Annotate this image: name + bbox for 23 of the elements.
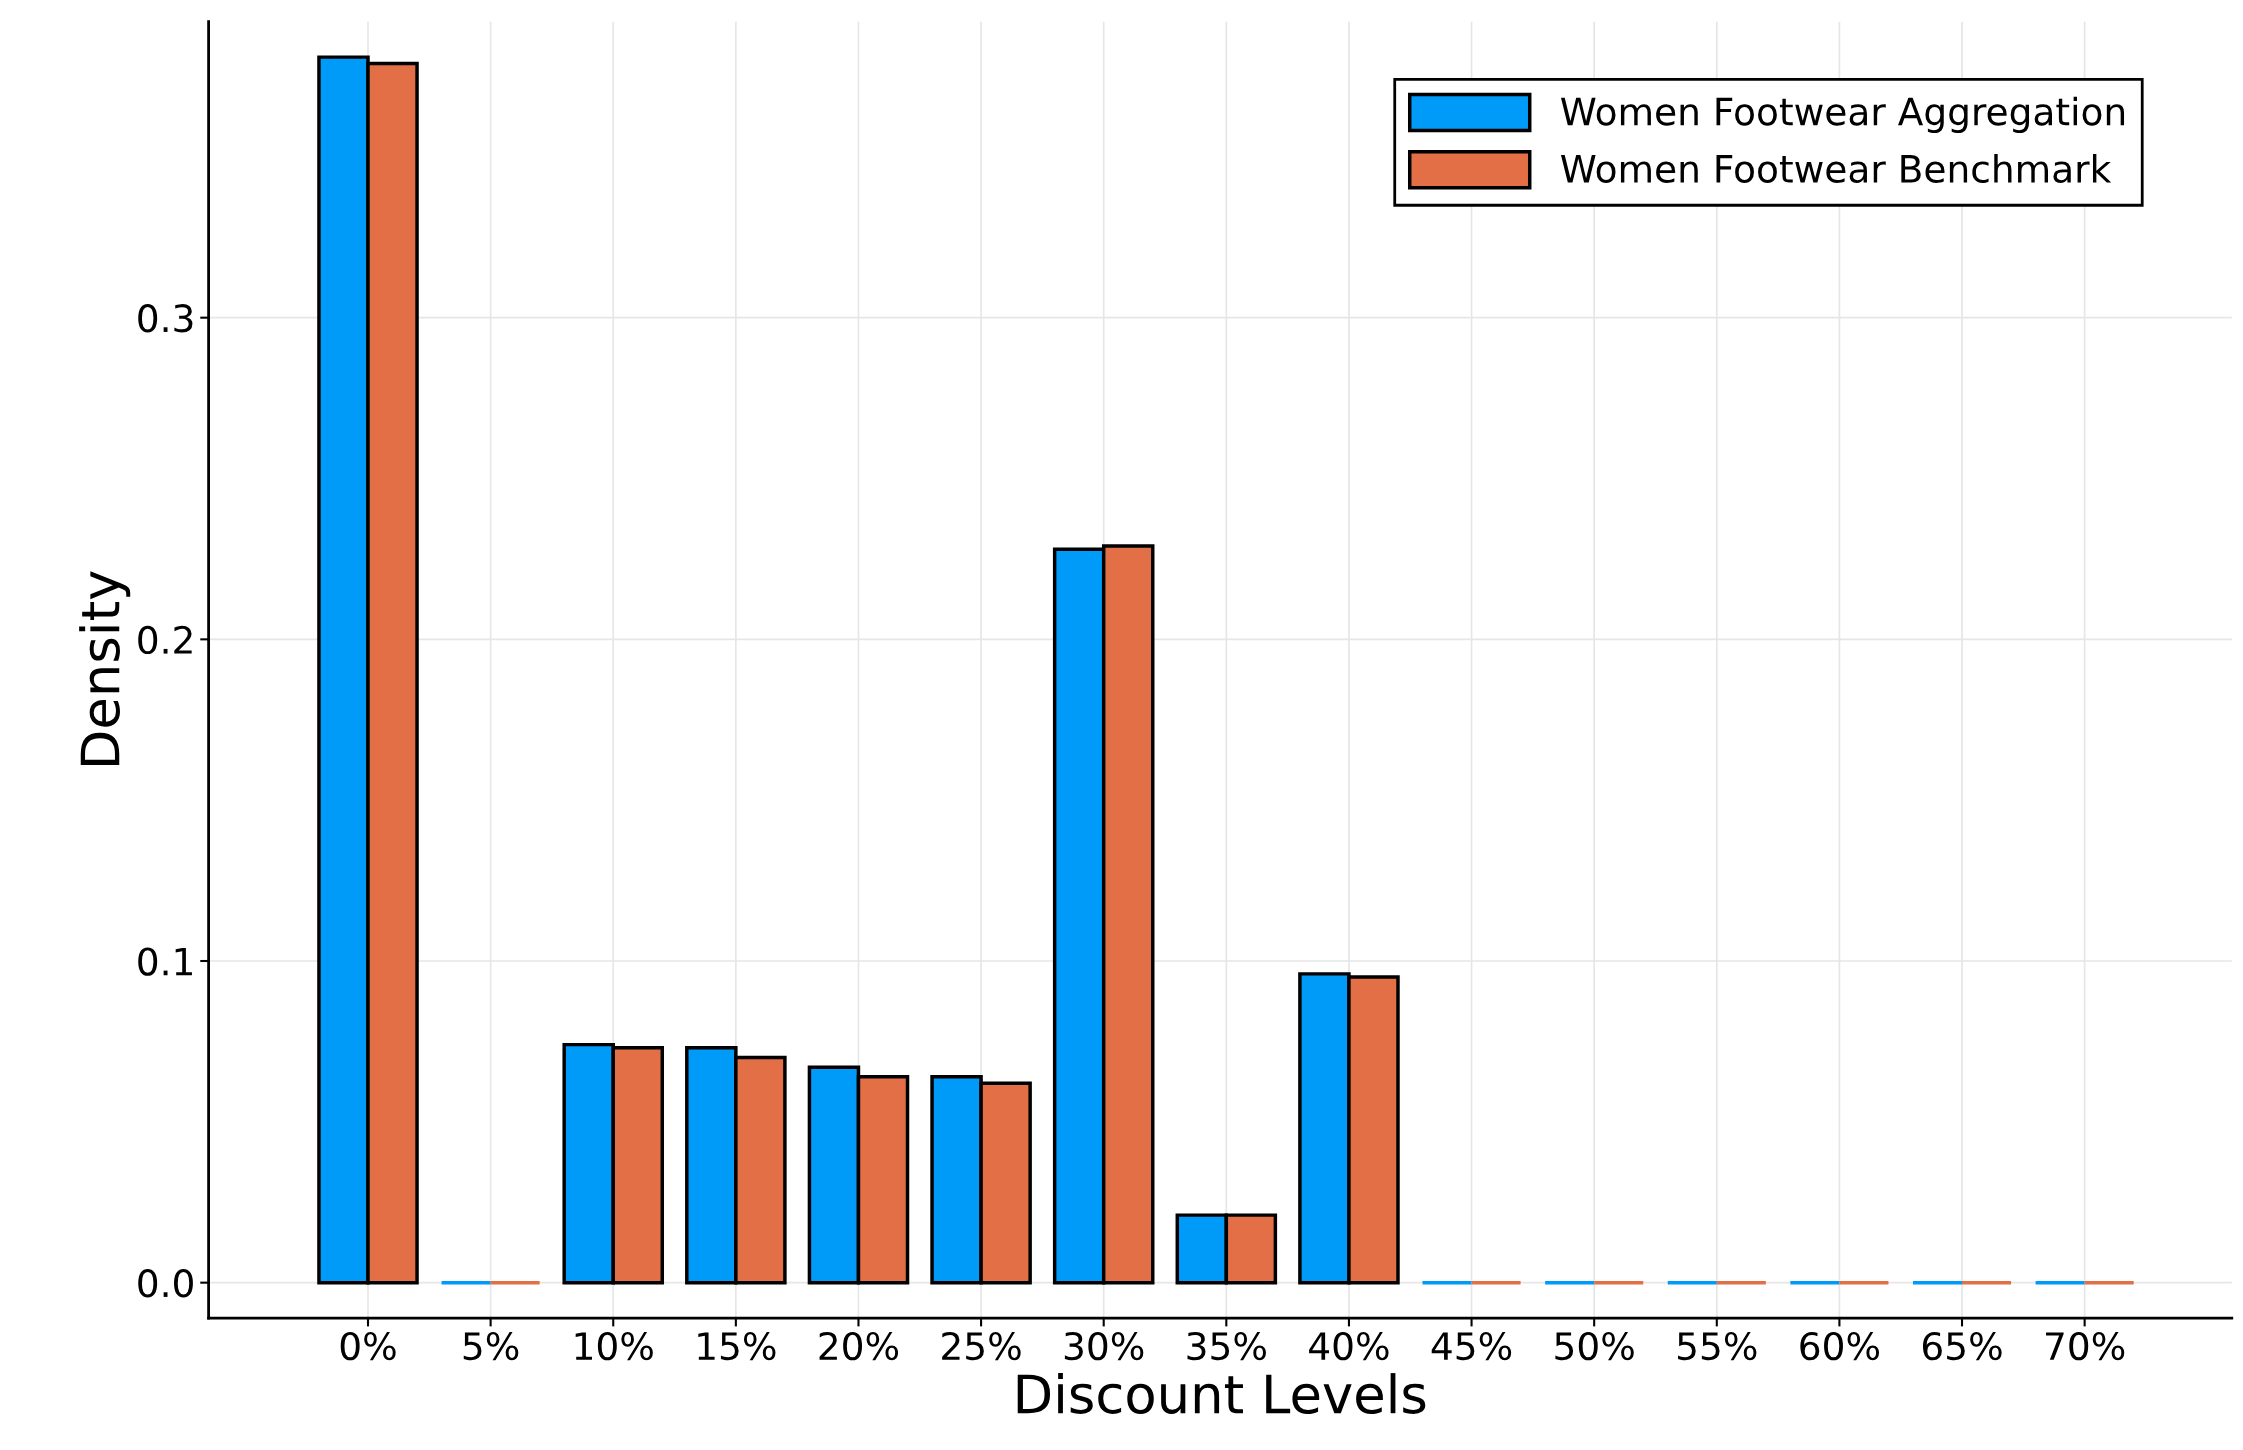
y-tick-label: 0.1 [138, 947, 192, 976]
x-tick-label: 65% [1922, 1331, 2002, 1361]
y-tick-label: 0.0 [138, 1269, 193, 1298]
x-tick-label: 20% [819, 1331, 899, 1361]
x-tick-label: 5% [463, 1331, 519, 1361]
y-axis-title: Density [79, 571, 131, 766]
x-tick-label: 10% [575, 1331, 653, 1361]
x-axis-title: Discount Levels [1017, 1373, 1426, 1414]
x-tick-label: 25% [942, 1331, 1021, 1361]
x-tick-label: 40% [1309, 1331, 1389, 1361]
x-tick-label: 55% [1678, 1331, 1757, 1361]
x-tick-label: 45% [1431, 1331, 1512, 1361]
x-tick-label: 0% [340, 1331, 396, 1361]
x-tick-label: 60% [1800, 1331, 1880, 1361]
x-tick-label: 70% [2046, 1331, 2125, 1361]
x-tick-label: 35% [1187, 1331, 1266, 1361]
x-tick-label: 15% [698, 1331, 776, 1361]
legend-label: Women Footwear Benchmark [1560, 153, 2112, 183]
y-tick-label: 0.2 [138, 625, 192, 655]
x-tick-label: 50% [1555, 1331, 1634, 1361]
x-tick-label: 30% [1064, 1331, 1144, 1361]
y-tick-label: 0.3 [138, 304, 193, 333]
legend-label: Women Footwear Aggregation [1560, 96, 2125, 133]
